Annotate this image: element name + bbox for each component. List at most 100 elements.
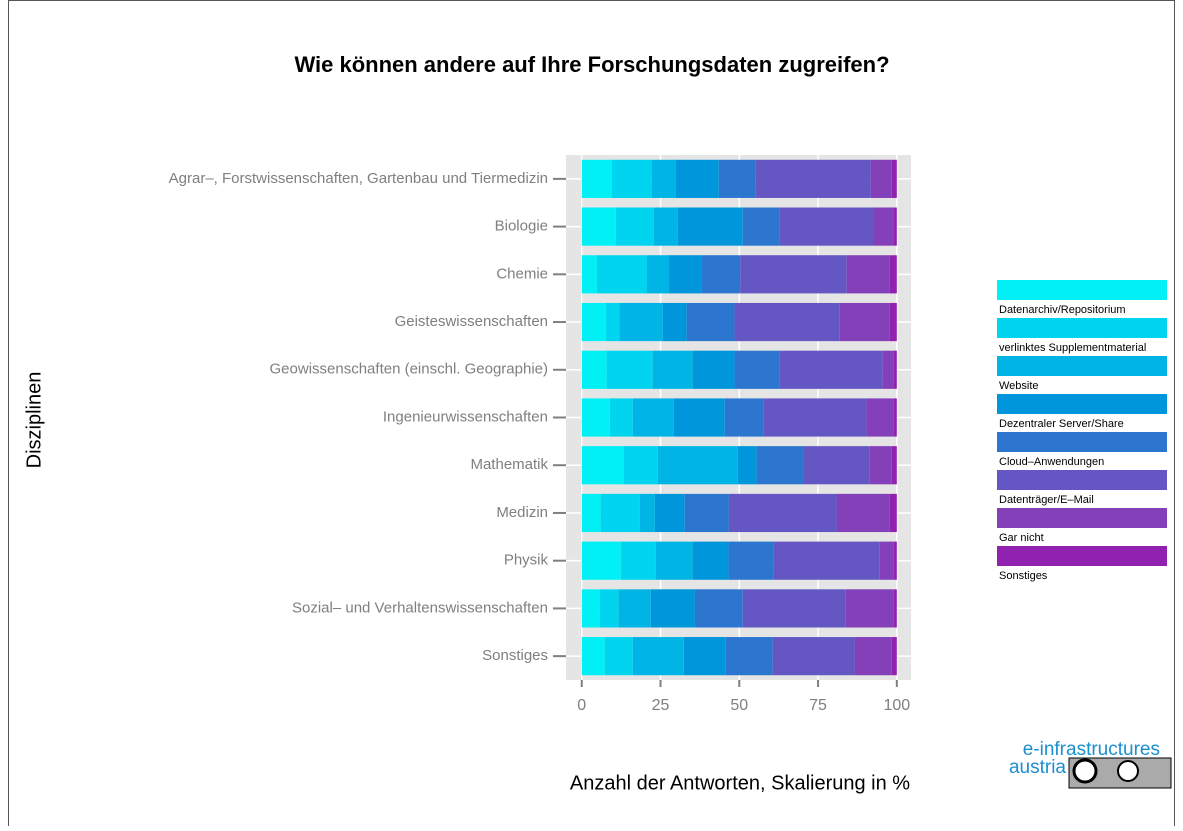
legend-key <box>997 508 1167 528</box>
bar-segment <box>605 302 620 342</box>
x-tick-label: 0 <box>577 697 586 714</box>
legend-key <box>997 318 1167 338</box>
y-tick-label: Sonstiges <box>482 647 548 664</box>
bar-segment <box>604 637 633 676</box>
bar-segment <box>677 207 743 246</box>
bar-segment <box>846 255 890 294</box>
cc-icon <box>1072 758 1098 784</box>
bar-segment <box>772 637 855 676</box>
y-tick-label: Chemie <box>496 265 548 282</box>
bar-segment <box>581 302 606 342</box>
x-tick-label: 50 <box>730 697 748 714</box>
bar-segment <box>650 589 695 628</box>
legend-key <box>997 432 1167 452</box>
bar-segment <box>619 302 663 342</box>
y-tick-label: Geisteswissenschaften <box>395 313 548 330</box>
bar-segment <box>734 302 840 342</box>
bar-segment <box>893 541 897 580</box>
bar-segment <box>581 541 621 580</box>
bar-segment <box>893 207 897 246</box>
bar-segment <box>742 589 846 628</box>
bar-segment <box>889 302 897 342</box>
bar-segment <box>701 255 741 294</box>
bar-segment <box>870 159 892 198</box>
y-tick-label: Mathematik <box>470 456 548 473</box>
bar-segment <box>639 493 655 533</box>
bar-segment <box>581 207 616 246</box>
legend-label: Cloud–Anwendungen <box>999 456 1104 468</box>
bar-segment <box>836 493 890 533</box>
bar-segment <box>891 159 897 198</box>
bar-segment <box>600 493 640 533</box>
bar-segment <box>606 350 653 389</box>
bar-segment <box>893 350 897 389</box>
bar-segment <box>581 398 610 437</box>
bar-segment <box>763 398 867 437</box>
x-tick-label: 75 <box>809 697 827 714</box>
legend-label: Sonstiges <box>999 570 1048 582</box>
bar-segment <box>669 255 702 294</box>
legend-key <box>997 280 1167 300</box>
bar-segment <box>655 541 693 580</box>
y-tick-label: Medizin <box>496 504 548 521</box>
logo-text: austria <box>1009 757 1066 778</box>
legend-key <box>997 470 1167 490</box>
bar-segment <box>581 255 597 294</box>
bar-segment <box>718 159 756 198</box>
y-tick-label: Agrar–, Forstwissenschaften, Gartenbau u… <box>169 170 548 187</box>
bar-segment <box>893 398 897 437</box>
bar-segment <box>686 302 735 342</box>
bar-segment <box>581 637 605 676</box>
bar-segment <box>728 493 837 533</box>
bar-segment <box>615 207 654 246</box>
bar-segment <box>882 350 894 389</box>
bar-segment <box>773 541 880 580</box>
y-tick-label: Sozial– und Verhaltenswissenschaften <box>292 599 548 616</box>
bar-segment <box>891 446 897 485</box>
legend-key <box>997 546 1167 566</box>
bar-segment <box>620 541 656 580</box>
bar-segment <box>581 589 600 628</box>
bar-segment <box>646 255 670 294</box>
bar-segment <box>662 302 687 342</box>
bar-segment <box>756 446 804 485</box>
bar-segment <box>618 589 651 628</box>
bar-segment <box>683 637 726 676</box>
bar-segment <box>779 207 874 246</box>
bar-segment <box>839 302 890 342</box>
bar-segment <box>854 637 892 676</box>
legend-label: verlinktes Supplementmaterial <box>999 342 1146 354</box>
bar-segment <box>673 398 725 437</box>
y-tick-label: Ingenieurwissenschaften <box>383 408 548 425</box>
y-axis-label: Disziplinen <box>23 372 45 469</box>
bar-segment <box>652 350 693 389</box>
bar-segment <box>728 541 774 580</box>
legend-key <box>997 394 1167 414</box>
by-icon <box>1117 760 1139 782</box>
bar-segment <box>891 637 897 676</box>
x-axis-label: Anzahl der Antworten, Skalierung in % <box>570 772 910 794</box>
bar-segment <box>740 255 847 294</box>
bar-segment <box>675 159 719 198</box>
bar-segment <box>889 255 897 294</box>
bar-segment <box>599 589 619 628</box>
legend-label: Dezentraler Server/Share <box>999 418 1124 430</box>
legend-label: Datenträger/E–Mail <box>999 494 1094 506</box>
bar-segment <box>609 398 633 437</box>
legend-label: Gar nicht <box>999 532 1044 544</box>
bar-segment <box>724 398 764 437</box>
bar-segment <box>869 446 892 485</box>
bar-segment <box>737 446 757 485</box>
bar-segment <box>623 446 658 485</box>
bar-segment <box>694 589 743 628</box>
bar-segment <box>651 159 676 198</box>
legend-label: Website <box>999 380 1039 392</box>
logo-text: e-infrastructures <box>1023 739 1160 760</box>
bar-segment <box>893 589 897 628</box>
bar-segment <box>632 637 684 676</box>
x-tick-label: 25 <box>652 697 670 714</box>
bar-segment <box>684 493 729 533</box>
bar-segment <box>803 446 870 485</box>
y-tick-label: Physik <box>504 552 549 569</box>
